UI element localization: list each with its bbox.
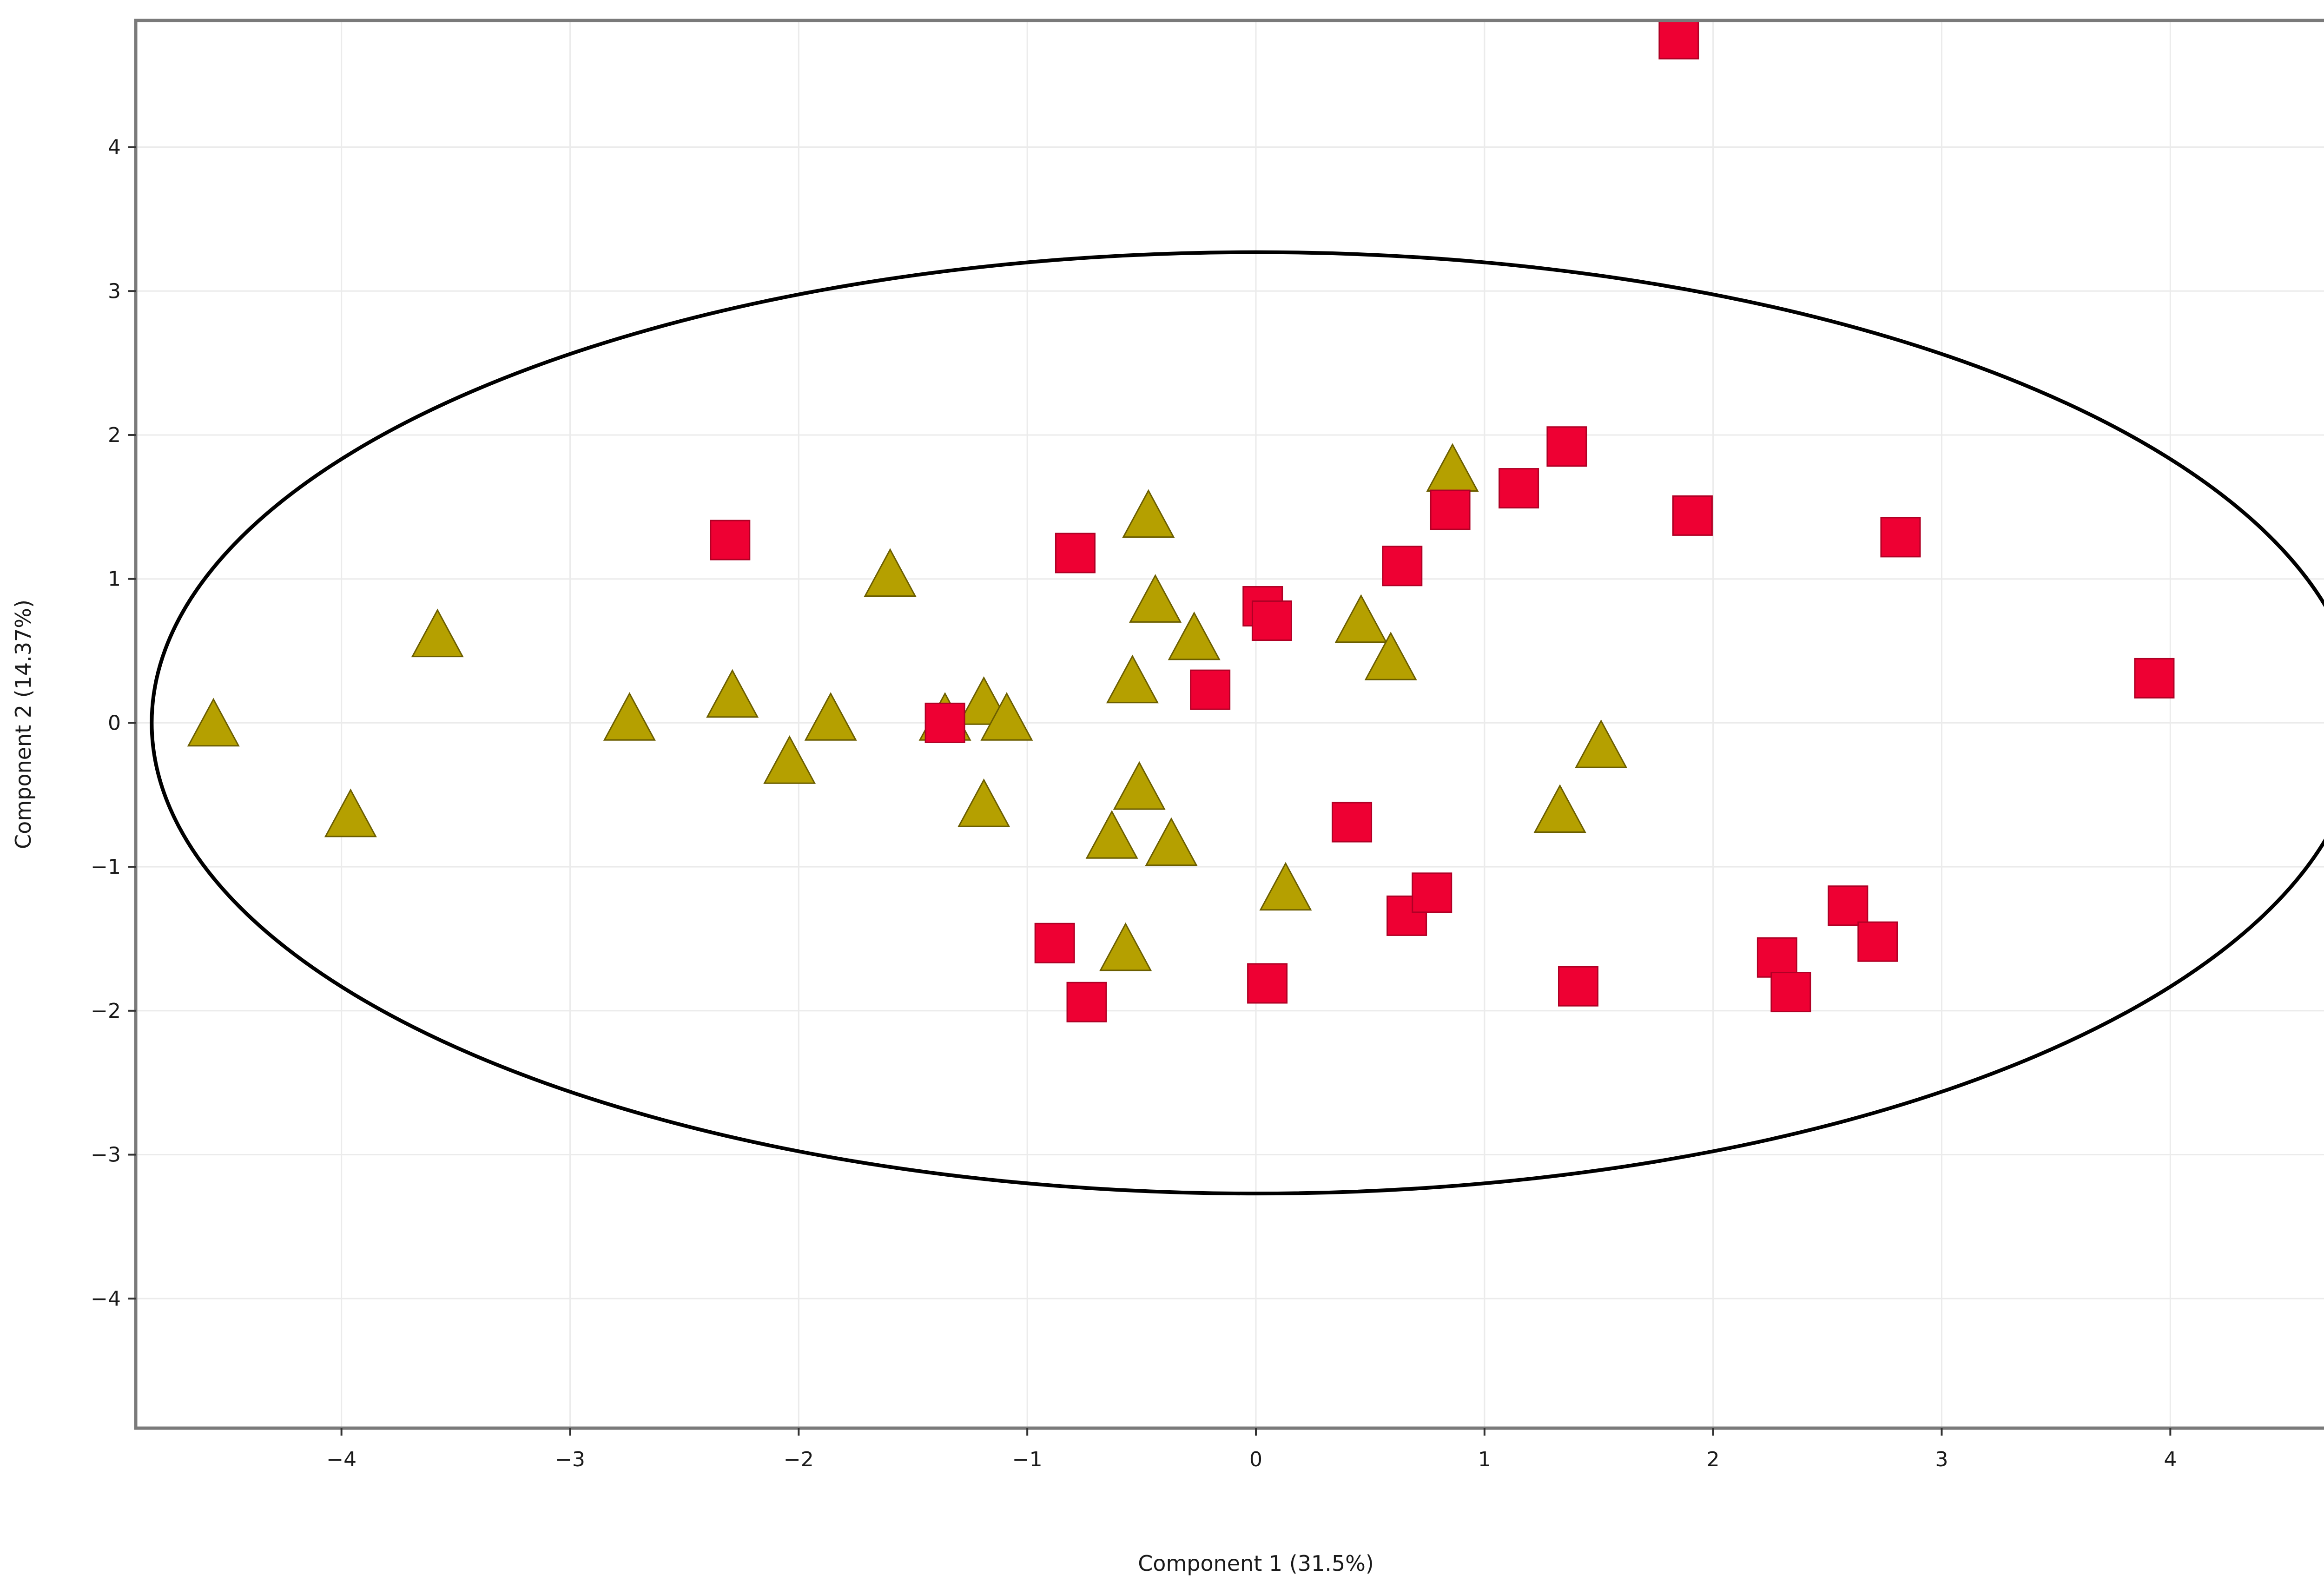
triangle-point: [804, 692, 857, 741]
triangle-point: [1364, 632, 1417, 680]
triangle-point: [1334, 594, 1387, 643]
square-point: [1880, 517, 1921, 558]
x-tick-label: 4: [2164, 1448, 2177, 1471]
square-point: [1190, 669, 1231, 710]
triangle-point: [1575, 719, 1628, 768]
x-tick-label: 2: [1707, 1448, 1720, 1471]
square-point: [1066, 982, 1107, 1022]
square-point: [1247, 963, 1288, 1004]
y-axis-ticks: −4 −3 −2 −1 0 1 2 3 4: [91, 136, 136, 1311]
y-tick-label: −2: [91, 999, 121, 1023]
x-axis-ticks: −4 −3 −2 −1 0 1 2 3 4: [326, 1428, 2177, 1471]
square-point: [1430, 489, 1471, 530]
triangle-point: [980, 692, 1033, 741]
square-point: [1034, 923, 1075, 963]
triangle-point: [1129, 574, 1182, 623]
x-tick-label: 3: [1935, 1448, 1948, 1471]
x-tick-label: −3: [555, 1448, 585, 1471]
triangle-point: [1113, 761, 1166, 810]
square-point: [710, 520, 751, 560]
square-point: [1412, 872, 1452, 913]
square-point: [1756, 937, 1797, 978]
x-axis-title: Component 1 (31.5%): [1138, 1551, 1374, 1576]
square-point: [1672, 495, 1713, 536]
triangle-point: [706, 669, 759, 718]
square-point: [1546, 426, 1587, 467]
square-point: [1857, 921, 1898, 962]
x-tick-label: 0: [1249, 1448, 1262, 1471]
grid-lines: [136, 20, 2324, 1428]
triangle-point: [864, 548, 917, 597]
triangle-point: [1533, 784, 1586, 833]
square-point: [2134, 658, 2175, 699]
triangle-point: [1099, 922, 1152, 971]
data-points: [187, 19, 2175, 1022]
triangle-point: [1259, 862, 1312, 911]
x-tick-label: 1: [1478, 1448, 1491, 1471]
x-tick-label: −2: [784, 1448, 814, 1471]
square-point: [1251, 600, 1292, 641]
confidence-ellipse-layer: [150, 250, 2324, 1195]
y-axis-title: Component 2 (14.37%): [11, 600, 36, 849]
triangle-point: [1085, 810, 1138, 859]
square-point: [1382, 546, 1423, 587]
square-point: [1332, 802, 1373, 843]
triangle-point: [603, 692, 656, 741]
y-tick-label: −3: [91, 1143, 121, 1167]
y-tick-label: 2: [108, 423, 121, 447]
square-point: [1499, 468, 1539, 509]
square-point: [1558, 966, 1598, 1007]
square-point: [924, 702, 965, 743]
square-point: [1770, 972, 1811, 1013]
y-tick-label: 1: [108, 567, 121, 591]
triangle-point: [324, 788, 377, 837]
square-point: [1658, 19, 1699, 59]
y-tick-label: 3: [108, 279, 121, 303]
triangle-point: [187, 698, 240, 747]
triangle-point: [1106, 654, 1159, 704]
y-tick-label: −4: [91, 1287, 121, 1311]
triangle-point: [1168, 611, 1221, 660]
triangle-point: [411, 608, 464, 658]
confidence-ellipse: [150, 250, 2324, 1195]
y-tick-label: 0: [108, 711, 121, 735]
x-tick-label: −1: [1012, 1448, 1043, 1471]
triangle-point: [1122, 489, 1175, 538]
square-point: [1055, 533, 1096, 573]
y-tick-label: 4: [108, 136, 121, 159]
triangle-point: [763, 735, 816, 784]
x-tick-label: −4: [326, 1448, 357, 1471]
triangle-point: [957, 778, 1010, 827]
y-tick-label: −1: [91, 855, 121, 879]
triangle-point: [1145, 817, 1198, 866]
square-point: [1828, 885, 1868, 926]
